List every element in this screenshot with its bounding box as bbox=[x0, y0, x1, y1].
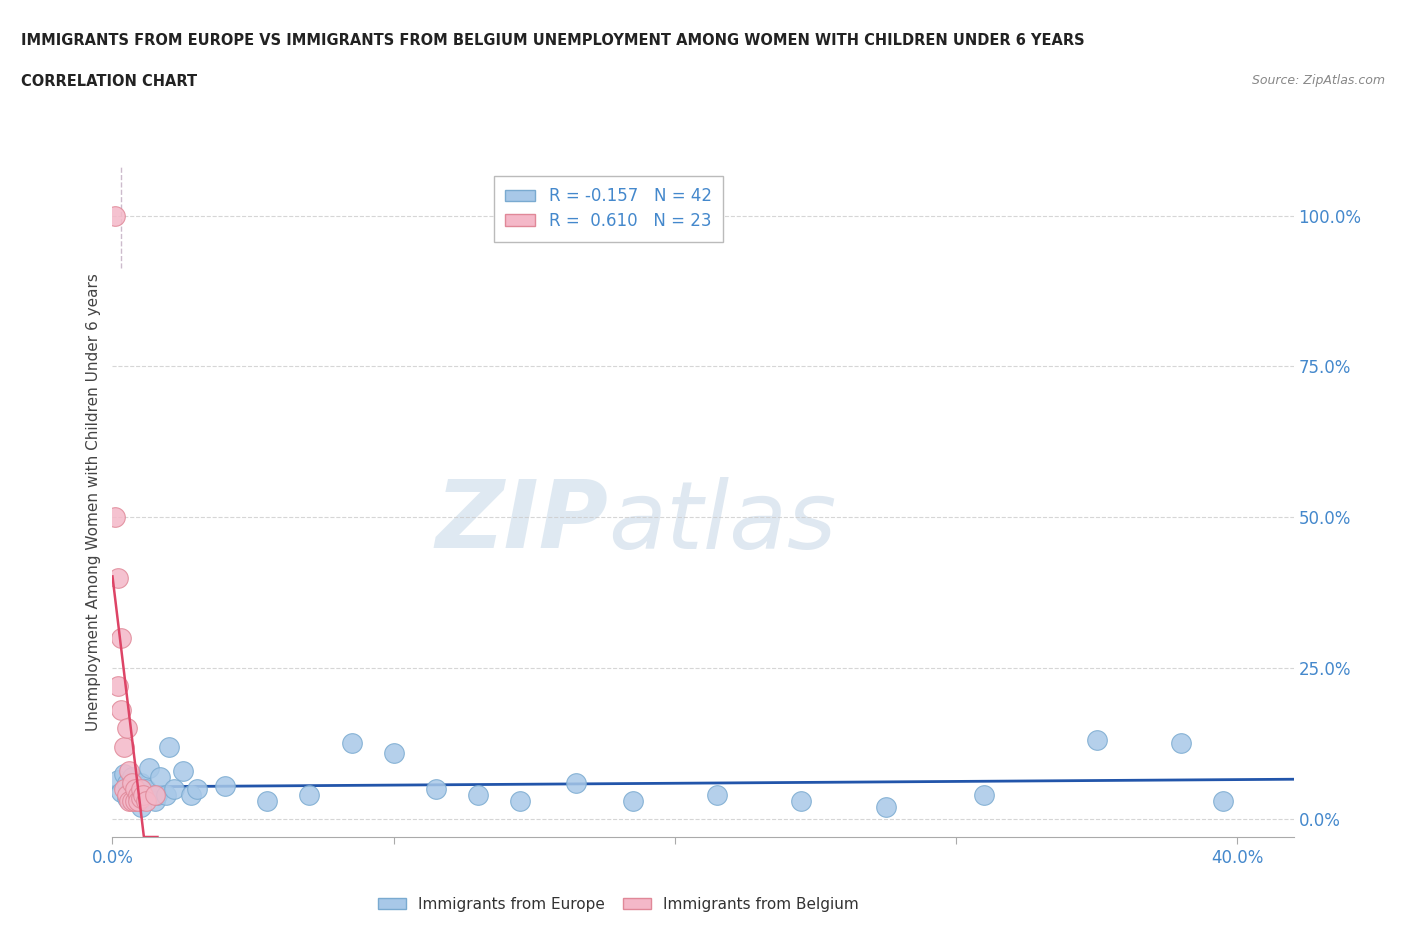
Text: ZIP: ZIP bbox=[436, 476, 609, 568]
Legend: R = -0.157   N = 42, R =  0.610   N = 23: R = -0.157 N = 42, R = 0.610 N = 23 bbox=[494, 176, 723, 242]
Point bbox=[155, 788, 177, 803]
Point bbox=[127, 793, 149, 808]
Point bbox=[1085, 733, 1108, 748]
Point bbox=[214, 778, 236, 793]
Point bbox=[143, 793, 166, 808]
Point bbox=[340, 736, 363, 751]
Point bbox=[104, 510, 127, 525]
Point bbox=[107, 772, 129, 787]
Point bbox=[132, 788, 155, 803]
Point bbox=[115, 776, 138, 790]
Point bbox=[112, 739, 135, 754]
Point bbox=[110, 784, 132, 799]
Point bbox=[110, 703, 132, 718]
Point bbox=[790, 793, 813, 808]
Point bbox=[118, 793, 141, 808]
Point bbox=[121, 793, 143, 808]
Point bbox=[107, 570, 129, 585]
Point bbox=[509, 793, 531, 808]
Text: atlas: atlas bbox=[609, 477, 837, 568]
Point bbox=[1170, 736, 1192, 751]
Point bbox=[129, 800, 152, 815]
Point bbox=[129, 793, 152, 808]
Legend: Immigrants from Europe, Immigrants from Belgium: Immigrants from Europe, Immigrants from … bbox=[373, 891, 865, 918]
Point bbox=[112, 781, 135, 796]
Text: Source: ZipAtlas.com: Source: ZipAtlas.com bbox=[1251, 74, 1385, 87]
Point bbox=[124, 793, 146, 808]
Point bbox=[132, 788, 155, 803]
Point bbox=[104, 208, 127, 223]
Point bbox=[973, 788, 995, 803]
Point bbox=[115, 790, 138, 805]
Point bbox=[129, 790, 152, 805]
Point bbox=[118, 764, 141, 778]
Point bbox=[163, 781, 186, 796]
Point bbox=[115, 788, 138, 803]
Point bbox=[143, 788, 166, 803]
Point bbox=[298, 788, 321, 803]
Point bbox=[149, 769, 172, 784]
Point bbox=[124, 788, 146, 803]
Point bbox=[706, 788, 728, 803]
Point bbox=[565, 776, 588, 790]
Point bbox=[157, 739, 180, 754]
Point bbox=[256, 793, 278, 808]
Point bbox=[118, 784, 141, 799]
Point bbox=[1212, 793, 1234, 808]
Point bbox=[135, 793, 157, 808]
Point bbox=[107, 679, 129, 694]
Point bbox=[110, 631, 132, 645]
Y-axis label: Unemployment Among Women with Children Under 6 years: Unemployment Among Women with Children U… bbox=[86, 273, 101, 731]
Point bbox=[121, 778, 143, 793]
Point bbox=[621, 793, 644, 808]
Point bbox=[180, 788, 202, 803]
Point bbox=[467, 788, 489, 803]
Point bbox=[121, 776, 143, 790]
Point bbox=[172, 764, 194, 778]
Point bbox=[127, 788, 149, 803]
Point bbox=[875, 800, 897, 815]
Point bbox=[129, 776, 152, 790]
Point bbox=[124, 781, 146, 796]
Point bbox=[115, 721, 138, 736]
Point bbox=[186, 781, 208, 796]
Point bbox=[129, 781, 152, 796]
Point bbox=[127, 778, 149, 793]
Point bbox=[135, 781, 157, 796]
Point bbox=[425, 781, 447, 796]
Point bbox=[112, 766, 135, 781]
Text: IMMIGRANTS FROM EUROPE VS IMMIGRANTS FROM BELGIUM UNEMPLOYMENT AMONG WOMEN WITH : IMMIGRANTS FROM EUROPE VS IMMIGRANTS FRO… bbox=[21, 33, 1084, 47]
Point bbox=[138, 760, 160, 775]
Point bbox=[146, 788, 169, 803]
Point bbox=[382, 745, 405, 760]
Text: CORRELATION CHART: CORRELATION CHART bbox=[21, 74, 197, 89]
Point bbox=[121, 769, 143, 784]
